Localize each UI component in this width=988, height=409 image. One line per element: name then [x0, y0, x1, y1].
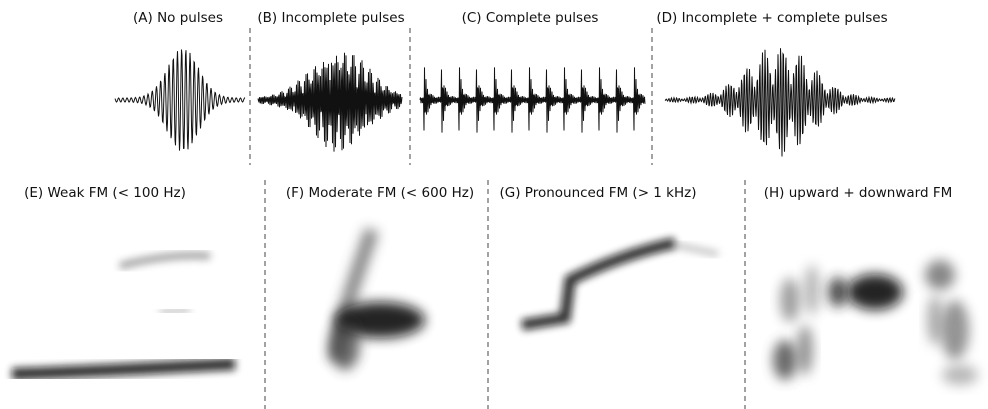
panel-label: (B) Incomplete pulses: [257, 10, 404, 26]
panel-label: (E) Weak FM (< 100 Hz): [24, 185, 186, 201]
panel-label: (D) Incomplete + complete pulses: [656, 10, 887, 26]
spectrogram-g: [521, 237, 719, 331]
waveform: [257, 52, 403, 152]
waveform: [664, 48, 896, 157]
panel-label: (F) Moderate FM (< 600 Hz): [286, 185, 474, 201]
panel-label: (H) upward + downward FM: [764, 185, 953, 201]
spectrogram-h: [773, 260, 978, 385]
spectrogram-e: [11, 252, 236, 380]
waveform: [419, 67, 646, 133]
panel-label: (C) Complete pulses: [462, 10, 599, 26]
panel-label: (G) Pronounced FM (> 1 kHz): [500, 185, 697, 201]
waveform: [114, 49, 246, 151]
spectrogram-f: [328, 227, 425, 370]
panel-label: (A) No pulses: [133, 10, 223, 26]
waveforms: [114, 48, 896, 157]
